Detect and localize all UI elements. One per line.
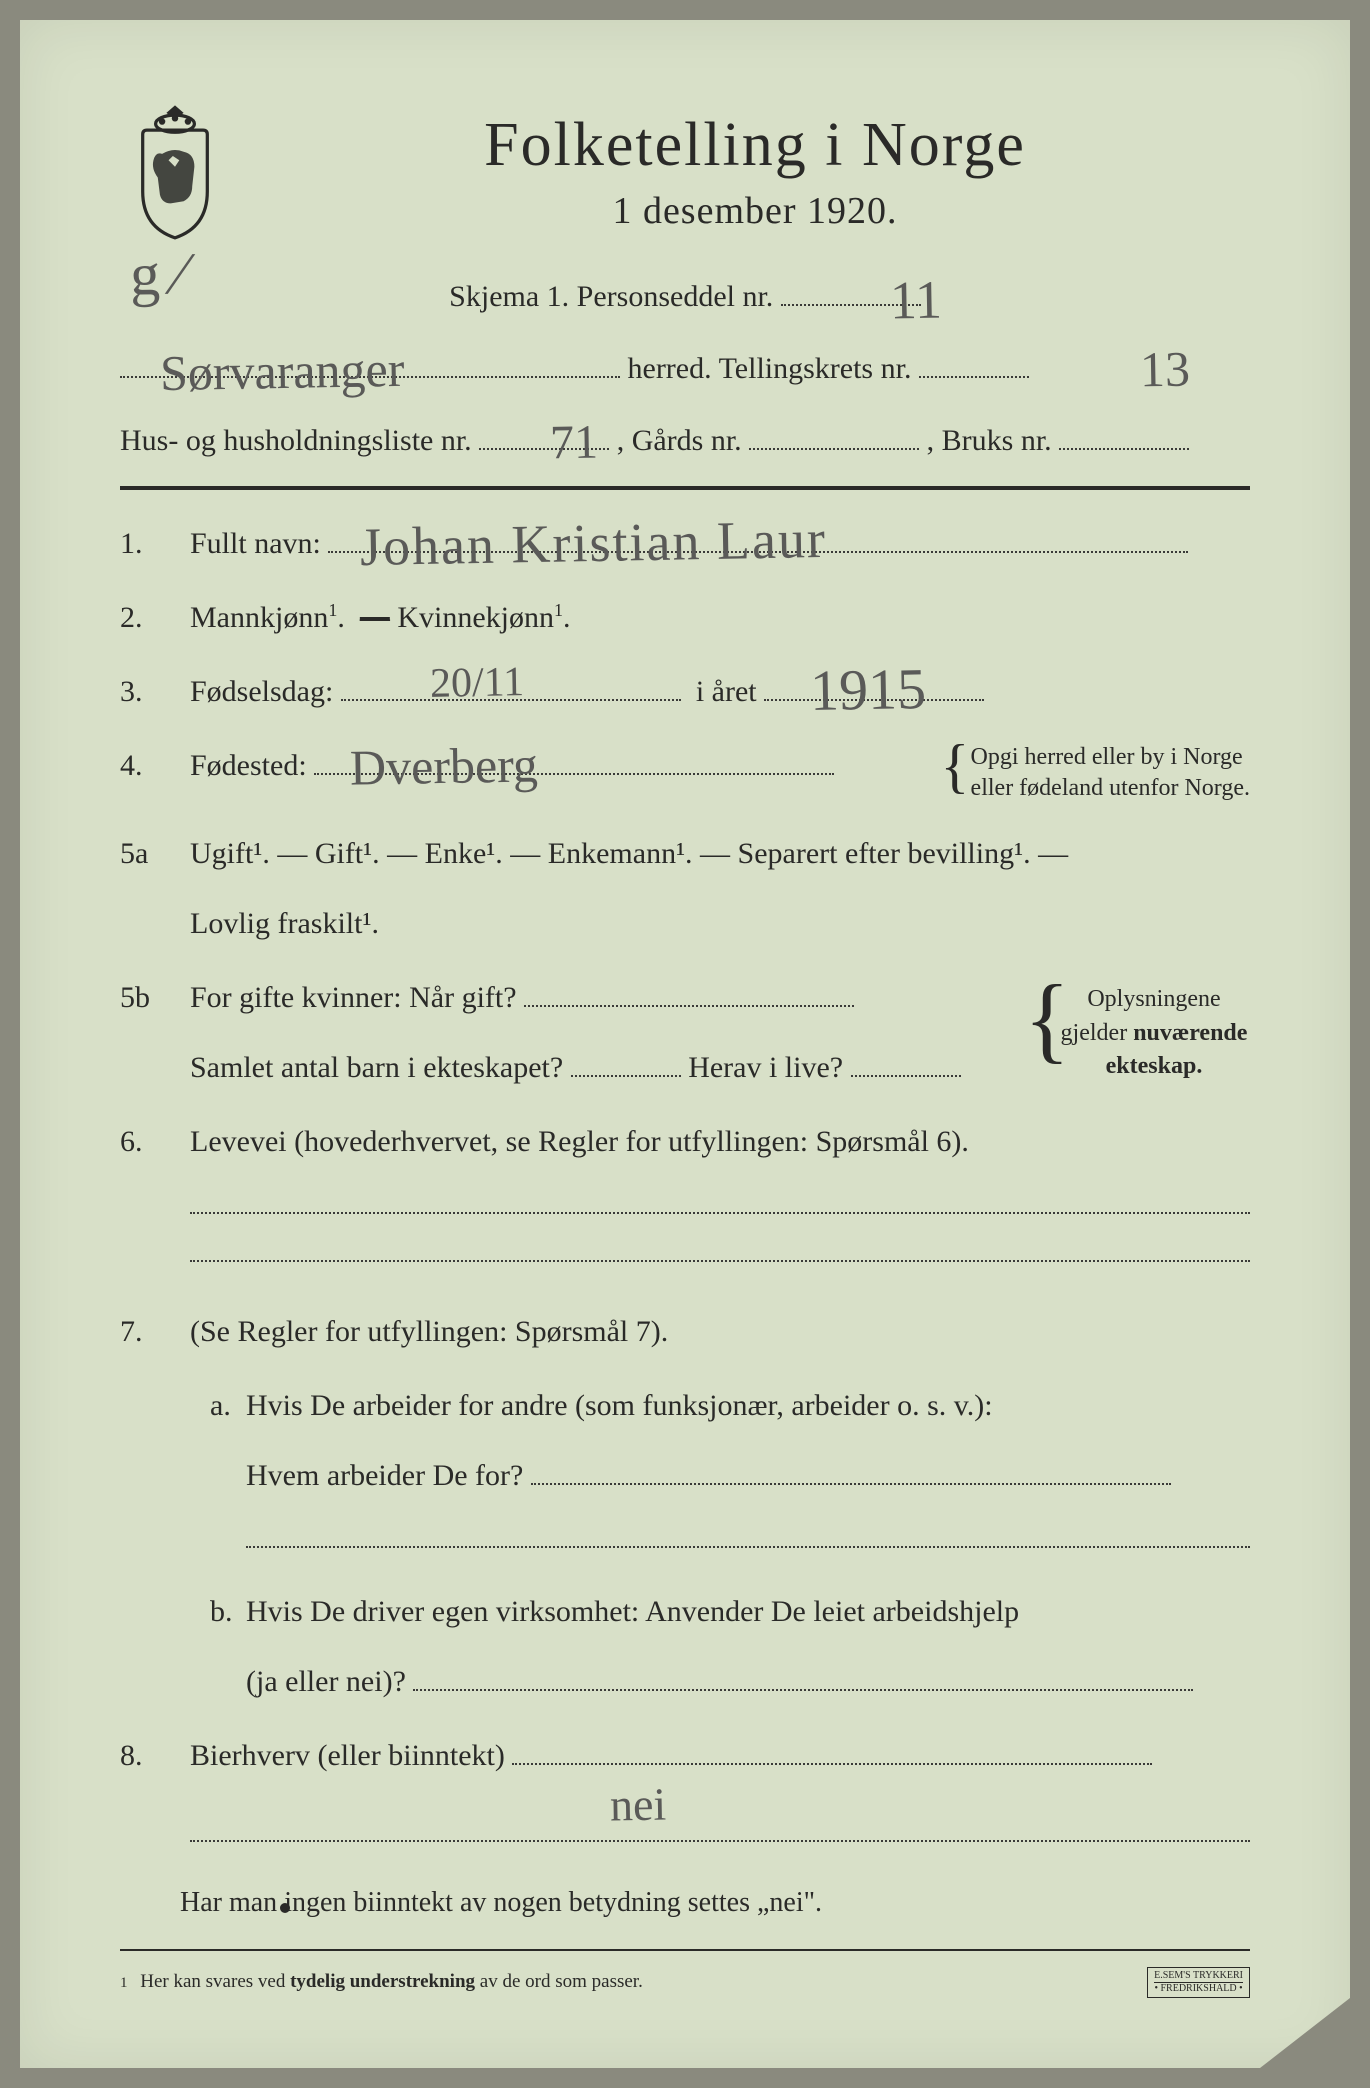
q4-label: Fødested: bbox=[190, 749, 307, 782]
q6-line1 bbox=[190, 1212, 1250, 1214]
q5a-text2: Lovlig fraskilt¹. bbox=[190, 900, 1250, 948]
q1-num: 1. bbox=[120, 520, 170, 568]
q7b-label: b. bbox=[190, 1588, 230, 1706]
gards-label: , Gårds nr. bbox=[617, 424, 742, 457]
q8: 8. Bierhverv (eller biinntekt) nei bbox=[120, 1732, 1250, 1852]
q8-label: Bierhverv (eller biinntekt) bbox=[190, 1739, 505, 1772]
q4-note: Opgi herred eller by i Norge eller fødel… bbox=[945, 742, 1250, 804]
q5b-l2a: Samlet antal barn i ekteskapet? bbox=[190, 1051, 563, 1084]
herred-label: herred. Tellingskrets nr. bbox=[628, 352, 912, 385]
q7a-l1: Hvis De arbeider for andre (som funksjon… bbox=[246, 1382, 1250, 1430]
census-form-page: g ∕ Folketelling i Norge 1 desember 1920… bbox=[20, 20, 1350, 2068]
q8-line bbox=[190, 1840, 1250, 1842]
tail-note: Har man ingen biinntekt av nogen betydni… bbox=[120, 1878, 1250, 1928]
bruks-label: , Bruks nr. bbox=[927, 424, 1052, 457]
q2: 2. Mannkjønn1. — Kvinnekjønn1. bbox=[120, 594, 1250, 642]
q6-num: 6. bbox=[120, 1118, 170, 1166]
q6: 6. Levevei (hovederhvervet, se Regler fo… bbox=[120, 1118, 1250, 1272]
q7b-l1: Hvis De driver egen virksomhet: Anvender… bbox=[246, 1588, 1250, 1636]
q5b-l1a: For gifte kvinner: Når gift? bbox=[190, 981, 517, 1014]
q7-intro: (Se Regler for utfyllingen: Spørsmål 7). bbox=[190, 1308, 1250, 1356]
q5b-note: Oplysningene gjelder nuværende ekteskap. bbox=[1030, 983, 1250, 1084]
q5b: 5b For gifte kvinner: Når gift? Samlet a… bbox=[120, 974, 1250, 1092]
q3: 3. Fødselsdag: i året 20/11 1915 bbox=[120, 668, 1250, 716]
q8-num: 8. bbox=[120, 1732, 170, 1780]
q5a-text: Ugift¹. — Gift¹. — Enke¹. — Enkemann¹. —… bbox=[190, 830, 1250, 878]
q7b-l2: (ja eller nei)? bbox=[246, 1665, 406, 1698]
q7: 7. (Se Regler for utfyllingen: Spørsmål … bbox=[120, 1308, 1250, 1706]
q3-mid: i året bbox=[696, 675, 757, 708]
header: Folketelling i Norge 1 desember 1920. bbox=[120, 100, 1250, 240]
main-title: Folketelling i Norge bbox=[260, 110, 1250, 181]
q5a: 5a Ugift¹. — Gift¹. — Enke¹. — Enkemann¹… bbox=[120, 830, 1250, 948]
sub-title: 1 desember 1920. bbox=[260, 189, 1250, 233]
q1-label: Fullt navn: bbox=[190, 527, 321, 560]
q5b-num: 5b bbox=[120, 974, 170, 1022]
hw-krets: 13 bbox=[1139, 324, 1191, 415]
footnote: 1 Her kan svares ved tydelig understrekn… bbox=[120, 1971, 1250, 1993]
q7a-line bbox=[246, 1546, 1250, 1548]
q7a-l2: Hvem arbeider De for? bbox=[246, 1459, 523, 1492]
q3-label: Fødselsdag: bbox=[190, 675, 333, 708]
hus-label: Hus- og husholdningsliste nr. bbox=[120, 424, 472, 457]
hus-line: Hus- og husholdningsliste nr. , Gårds nr… bbox=[120, 414, 1250, 468]
q6-text: Levevei (hovederhvervet, se Regler for u… bbox=[190, 1118, 1250, 1166]
q4-num: 4. bbox=[120, 742, 170, 790]
q2-kvinne: Kvinnekjønn bbox=[397, 601, 554, 634]
q2-num: 2. bbox=[120, 594, 170, 642]
skjema-label: Skjema 1. Personseddel nr. bbox=[449, 280, 773, 313]
q7-num: 7. bbox=[120, 1308, 170, 1356]
skjema-line: Skjema 1. Personseddel nr. 11 bbox=[120, 270, 1250, 324]
q4: 4. Fødested: Dverberg Opgi herred eller … bbox=[120, 742, 1250, 804]
q2-mann: Mannkjønn bbox=[190, 601, 328, 634]
divider-top bbox=[120, 486, 1250, 490]
q7a-label: a. bbox=[190, 1382, 230, 1558]
corner-tear bbox=[1260, 1998, 1350, 2068]
hw-bierhverv: nei bbox=[609, 1768, 666, 1843]
q6-line2 bbox=[190, 1260, 1250, 1262]
q5a-num: 5a bbox=[120, 830, 170, 878]
printer-mark: E.SEM'S TRYKKERI • FREDRIKSHALD • bbox=[1147, 1967, 1250, 1998]
q3-num: 3. bbox=[120, 668, 170, 716]
coat-of-arms-icon bbox=[120, 100, 230, 240]
divider-bottom bbox=[120, 1949, 1250, 1951]
q5b-l2b: Herav i live? bbox=[688, 1051, 843, 1084]
herred-line: herred. Tellingskrets nr. Sørvaranger 13 bbox=[120, 342, 1250, 396]
q1: 1. Fullt navn: Johan Kristian Laur bbox=[120, 520, 1250, 568]
